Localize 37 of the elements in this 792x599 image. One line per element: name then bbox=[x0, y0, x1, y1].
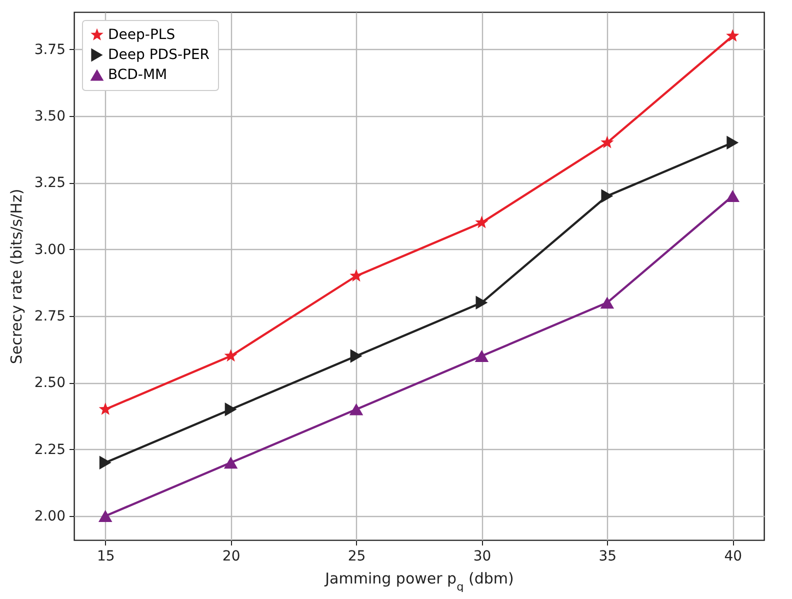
x-tick-label: 40 bbox=[724, 548, 742, 564]
point bbox=[99, 456, 112, 470]
point bbox=[350, 349, 362, 363]
point bbox=[224, 456, 238, 469]
y-tick-label: 3.00 bbox=[34, 242, 66, 258]
y-tick-label: 2.00 bbox=[34, 508, 66, 524]
point bbox=[224, 402, 237, 416]
legend-label: Deep PDS-PER bbox=[108, 47, 210, 63]
legend-label: BCD-MM bbox=[108, 67, 168, 83]
point bbox=[726, 29, 740, 42]
point bbox=[726, 136, 739, 150]
x-tick-label: 15 bbox=[96, 548, 115, 564]
y-tick-label: 3.50 bbox=[34, 108, 66, 124]
point bbox=[726, 190, 740, 202]
x-tick-label: 35 bbox=[598, 548, 617, 564]
legend-label: Deep-PLS bbox=[108, 27, 176, 43]
point bbox=[349, 403, 364, 416]
y-tick-label: 3.25 bbox=[34, 175, 66, 192]
x-tick-label: 25 bbox=[348, 548, 366, 564]
point bbox=[600, 136, 614, 148]
point bbox=[600, 296, 614, 309]
x-tick-label: 20 bbox=[222, 548, 240, 564]
point bbox=[474, 350, 489, 362]
x-axis-title: Jamming power p$_{q}$ (dbm) bbox=[324, 570, 514, 593]
y-tick-label: 2.50 bbox=[34, 375, 66, 392]
y-axis-title: Secrecy rate (bits/s/Hz) bbox=[7, 188, 26, 364]
y-tick-label: 3.75 bbox=[34, 42, 66, 58]
point bbox=[350, 269, 363, 282]
point bbox=[601, 189, 614, 203]
point bbox=[476, 296, 488, 310]
point bbox=[98, 510, 112, 522]
y-tick-label: 2.25 bbox=[34, 442, 66, 458]
y-tick-label: 2.75 bbox=[34, 308, 66, 324]
point bbox=[475, 216, 488, 228]
point bbox=[224, 349, 238, 362]
point bbox=[98, 402, 112, 415]
x-tick-label: 30 bbox=[473, 548, 492, 564]
